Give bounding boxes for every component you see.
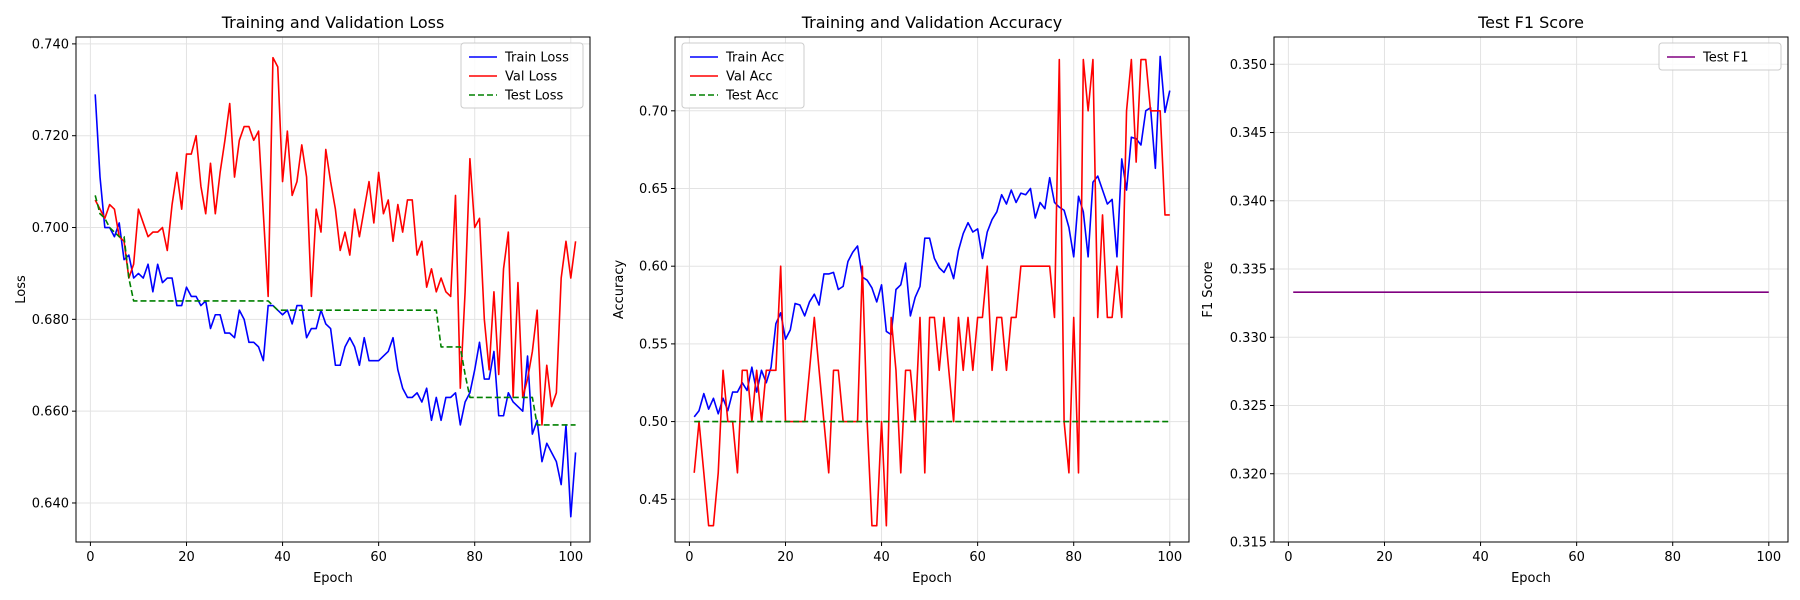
accuracy-chart-y-tick-label: 0.60 [639,260,668,275]
f1-chart-x-tick-label: 100 [1756,550,1781,565]
loss-chart-legend-label: Train Loss [504,51,569,66]
f1-chart-ticks: 0 20 40 60 80 100 0.315 0.320 0.325 0.330 0.335 0.3… [1230,58,1781,565]
f1-chart: 0 20 40 60 80 100 0.315 0.320 0.325 0.330 0.335 0.3… [1201,13,1789,586]
f1-chart-legend: Test F1 [1658,42,1782,71]
loss-chart: 0 20 40 60 80 100 0.640 0.660 0.680 0.700 0.720 0.7… [14,13,591,586]
accuracy-chart-x-tick-label: 40 [873,550,890,565]
accuracy-chart-legend: Train Acc Val Acc Test Acc [681,42,805,109]
accuracy-chart-y-tick-label: 0.70 [639,104,668,119]
loss-chart-series [94,56,577,518]
accuracy-chart-y-tick-label: 0.55 [639,337,668,352]
accuracy-chart-series [693,55,1171,527]
f1-chart-legend-box [1658,42,1782,71]
f1-chart-y-tick-label: 0.315 [1230,536,1267,551]
loss-chart-legend-label: Test Loss [504,89,563,104]
loss-chart-x-tick-label: 60 [370,550,387,565]
f1-chart-y-tick-label: 0.345 [1230,126,1267,141]
loss-chart-legend-label: Val Loss [505,70,557,85]
accuracy-chart-x-tick-label: 80 [1065,550,1082,565]
accuracy-chart-title: Training and Validation Accuracy [801,13,1063,32]
loss-chart-x-axis-label: Epoch [313,571,353,586]
loss-chart-y-tick-label: 0.700 [32,221,69,236]
f1-chart-y-tick-label: 0.335 [1230,263,1267,278]
accuracy-chart-y-tick-label: 0.50 [639,415,668,430]
f1-chart-x-axis-label: Epoch [1511,571,1551,586]
f1-chart-y-tick-label: 0.330 [1230,331,1267,346]
accuracy-chart: 0 20 40 60 80 100 0.45 0.50 0.55 0.60 0.65 0.70 Tra… [612,13,1190,586]
f1-chart-x-tick-label: 40 [1472,550,1489,565]
loss-chart-series-val-loss [94,56,577,426]
loss-chart-grid [76,37,590,542]
f1-chart-x-tick-label: 80 [1664,550,1681,565]
accuracy-chart-x-tick-label: 100 [1157,550,1182,565]
f1-chart-y-tick-label: 0.340 [1230,194,1267,209]
accuracy-chart-legend-label: Val Acc [726,70,773,85]
f1-chart-y-tick-label: 0.320 [1230,467,1267,482]
accuracy-chart-ticks: 0 20 40 60 80 100 0.45 0.50 0.55 0.60 0.65 0.70 [639,104,1182,565]
loss-chart-title: Training and Validation Loss [221,13,445,32]
loss-chart-frame [75,36,591,543]
loss-chart-x-tick-label: 20 [178,550,195,565]
accuracy-chart-x-axis-label: Epoch [912,571,952,586]
accuracy-chart-frame [674,36,1190,543]
loss-chart-x-tick-label: 100 [558,550,583,565]
accuracy-chart-series-val-acc [693,58,1170,527]
loss-chart-x-tick-label: 0 [86,550,94,565]
loss-chart-y-tick-label: 0.680 [32,313,69,328]
loss-chart-y-tick-label: 0.640 [32,496,69,511]
loss-chart-series-train-loss [94,94,577,518]
loss-chart-x-tick-label: 40 [274,550,291,565]
loss-chart-legend-box [460,42,584,109]
loss-chart-ticks: 0 20 40 60 80 100 0.640 0.660 0.680 0.700 0.720 0.7… [32,37,583,565]
loss-chart-series-test-loss [94,195,576,426]
accuracy-chart-x-tick-label: 0 [685,550,693,565]
f1-chart-x-tick-label: 60 [1568,550,1585,565]
loss-chart-legend: Train Loss Val Loss Test Loss [460,42,584,109]
f1-chart-y-tick-label: 0.350 [1230,58,1267,73]
accuracy-chart-x-tick-label: 20 [777,550,794,565]
f1-chart-x-tick-label: 0 [1284,550,1292,565]
accuracy-chart-y-tick-label: 0.45 [639,493,668,508]
accuracy-chart-legend-label: Train Acc [725,51,784,66]
loss-chart-y-axis-label: Loss [14,275,29,304]
loss-chart-y-tick-label: 0.740 [32,37,69,52]
f1-chart-x-tick-label: 20 [1376,550,1393,565]
f1-chart-legend-label: Test F1 [1702,51,1748,66]
loss-chart-y-tick-label: 0.720 [32,129,69,144]
accuracy-chart-series-train-acc [693,55,1171,418]
accuracy-chart-x-tick-label: 60 [969,550,986,565]
f1-chart-frame [1273,36,1789,543]
accuracy-chart-legend-label: Test Acc [725,89,779,104]
f1-chart-title: Test F1 Score [1477,13,1584,32]
accuracy-chart-y-axis-label: Accuracy [612,260,627,320]
loss-chart-x-tick-label: 80 [466,550,483,565]
f1-chart-y-tick-label: 0.325 [1230,399,1267,414]
accuracy-chart-legend-box [681,42,805,109]
accuracy-chart-y-tick-label: 0.65 [639,182,668,197]
f1-chart-y-axis-label: F1 Score [1201,261,1216,317]
loss-chart-y-tick-label: 0.660 [32,405,69,420]
